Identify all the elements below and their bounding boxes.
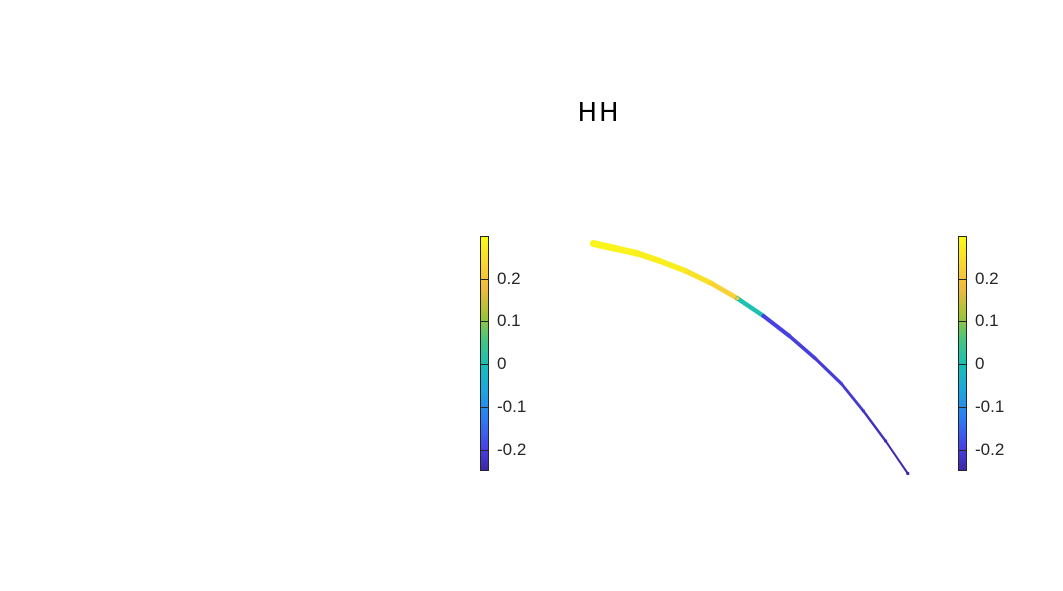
colorbar-tick bbox=[962, 364, 966, 365]
colorbar-tick bbox=[484, 321, 488, 322]
data-point bbox=[861, 409, 866, 413]
track-segment bbox=[683, 268, 715, 287]
chart-title: HH bbox=[577, 98, 621, 128]
track-segment bbox=[884, 440, 909, 475]
colorbar-tick bbox=[484, 364, 488, 365]
colorbar-tick-label: 0.1 bbox=[975, 311, 999, 330]
track-segment bbox=[589, 240, 619, 252]
data-point bbox=[684, 269, 688, 273]
data-point bbox=[906, 471, 910, 476]
colorbar-tick bbox=[959, 364, 963, 365]
colorbar-tick bbox=[481, 321, 485, 322]
data-point bbox=[736, 296, 740, 301]
track-segment bbox=[735, 296, 766, 319]
colorbar-tick bbox=[959, 450, 963, 451]
colorbar-tick bbox=[484, 450, 488, 451]
colorbar-tick bbox=[962, 450, 966, 451]
colorbar-tick-label: -0.2 bbox=[975, 440, 1005, 459]
colorbar-tick-label: 0 bbox=[975, 354, 985, 373]
colorbar-tick bbox=[481, 279, 485, 280]
track-segment bbox=[761, 313, 792, 339]
track-segment bbox=[657, 258, 689, 274]
colorbar-tick-label: -0.2 bbox=[497, 440, 527, 459]
colorbar-tick-label: 0.2 bbox=[497, 269, 521, 288]
colorbar-right bbox=[958, 236, 967, 471]
colorbar-tick bbox=[481, 450, 485, 451]
colorbar-tick bbox=[962, 321, 966, 322]
colorbar-tick bbox=[962, 279, 966, 280]
data-point bbox=[839, 381, 843, 386]
data-point bbox=[591, 241, 595, 246]
colorbar-tick bbox=[484, 279, 488, 280]
colorbar-tick-label: -0.1 bbox=[975, 397, 1005, 416]
data-point bbox=[813, 356, 817, 361]
data-point bbox=[613, 246, 618, 251]
colorbar-tick bbox=[484, 407, 488, 408]
colorbar-tick-label: -0.1 bbox=[497, 397, 527, 416]
colorbar-tick bbox=[959, 407, 963, 408]
data-point bbox=[710, 281, 714, 286]
data-point bbox=[884, 439, 888, 443]
track-segment bbox=[839, 382, 865, 413]
track-segment bbox=[862, 409, 887, 443]
colorbar-tick bbox=[959, 279, 963, 280]
colorbar-tick-label: 0.1 bbox=[497, 311, 521, 330]
colorbar-tick bbox=[481, 364, 485, 365]
data-point bbox=[658, 259, 662, 263]
colorbar-tick bbox=[959, 321, 963, 322]
colorbar-tick-label: 0 bbox=[497, 354, 507, 373]
colorbar-tick-label: 0.2 bbox=[975, 269, 999, 288]
track-segment bbox=[612, 245, 641, 257]
colorbar-tick bbox=[481, 407, 485, 408]
colorbar-left bbox=[480, 236, 489, 471]
track-segment bbox=[813, 356, 843, 386]
data-point bbox=[636, 251, 640, 256]
track-segment bbox=[709, 281, 741, 301]
track-segment bbox=[787, 334, 818, 361]
data-point bbox=[761, 314, 766, 318]
colorbar-tick bbox=[962, 407, 966, 408]
data-point bbox=[787, 334, 792, 338]
track-segment bbox=[634, 250, 663, 265]
